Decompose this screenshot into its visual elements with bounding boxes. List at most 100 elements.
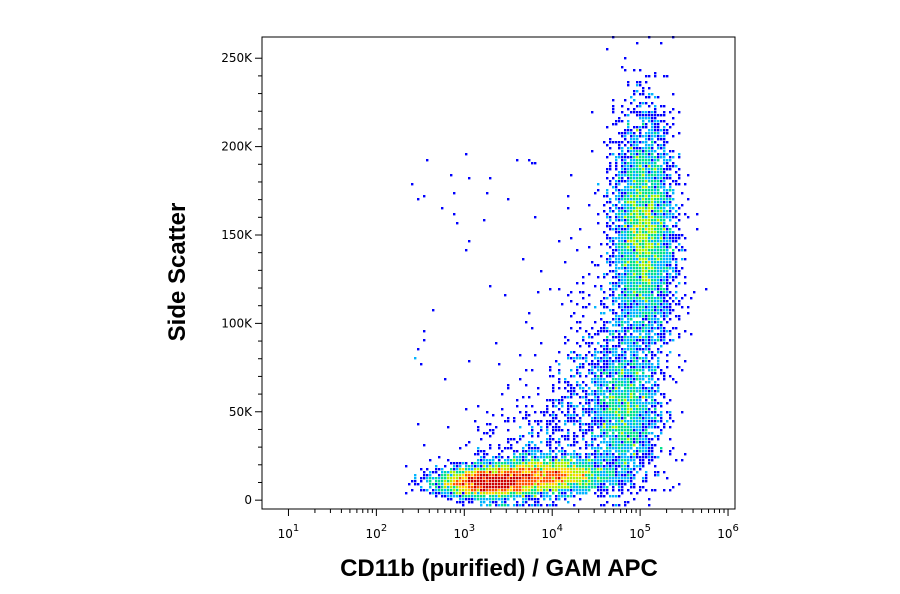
event-dot [588, 414, 591, 417]
event-dot [684, 294, 687, 297]
event-dot [579, 483, 582, 486]
event-dot [456, 477, 459, 480]
event-dot [639, 387, 642, 390]
event-dot [654, 105, 657, 108]
event-dot [450, 495, 453, 498]
event-dot [651, 276, 654, 279]
event-dot [609, 258, 612, 261]
event-dot [666, 237, 669, 240]
event-dot [591, 486, 594, 489]
event-dot [639, 243, 642, 246]
event-dot [600, 384, 603, 387]
event-dot [540, 483, 543, 486]
event-dot [474, 477, 477, 480]
event-dot [615, 180, 618, 183]
event-dot [633, 69, 636, 72]
event-dot [672, 300, 675, 303]
event-dot [630, 414, 633, 417]
event-dot [609, 429, 612, 432]
event-dot [657, 363, 660, 366]
event-dot [477, 480, 480, 483]
event-dot [519, 495, 522, 498]
event-dot [645, 411, 648, 414]
event-dot [639, 276, 642, 279]
event-dot [435, 477, 438, 480]
event-dot [591, 399, 594, 402]
event-dot [504, 468, 507, 471]
event-dot [456, 222, 459, 225]
event-dot [669, 165, 672, 168]
event-dot [489, 468, 492, 471]
event-dot [498, 498, 501, 501]
event-dot [624, 252, 627, 255]
event-dot [612, 99, 615, 102]
event-dot [582, 477, 585, 480]
event-dot [525, 465, 528, 468]
event-dot [612, 378, 615, 381]
event-dot [525, 468, 528, 471]
y-tick-label: 200K [221, 140, 253, 154]
event-dot [543, 456, 546, 459]
event-dot [501, 480, 504, 483]
event-dot [570, 444, 573, 447]
event-dot [621, 261, 624, 264]
event-dot [567, 462, 570, 465]
event-dot [612, 345, 615, 348]
event-dot [495, 498, 498, 501]
event-dot [648, 366, 651, 369]
event-dot [603, 330, 606, 333]
event-dot [630, 417, 633, 420]
event-dot [636, 174, 639, 177]
event-dot [648, 324, 651, 327]
event-dot [498, 489, 501, 492]
event-dot [669, 303, 672, 306]
event-dot [645, 354, 648, 357]
event-dot [474, 495, 477, 498]
event-dot [609, 216, 612, 219]
event-dot [489, 459, 492, 462]
event-dot [672, 378, 675, 381]
event-dot [624, 369, 627, 372]
event-dot [546, 453, 549, 456]
event-dot [519, 459, 522, 462]
event-dot [498, 486, 501, 489]
event-dot [669, 426, 672, 429]
event-dot [660, 402, 663, 405]
event-dot [573, 474, 576, 477]
event-dot [612, 348, 615, 351]
event-dot [459, 486, 462, 489]
event-dot [522, 477, 525, 480]
event-dot [615, 441, 618, 444]
event-dot [645, 291, 648, 294]
event-dot [666, 213, 669, 216]
event-dot [621, 300, 624, 303]
event-dot [615, 198, 618, 201]
event-dot [684, 249, 687, 252]
event-dot [642, 303, 645, 306]
event-dot [516, 471, 519, 474]
event-dot [576, 489, 579, 492]
event-dot [573, 423, 576, 426]
event-dot [669, 330, 672, 333]
event-dot [648, 288, 651, 291]
event-dot [624, 294, 627, 297]
event-dot [507, 483, 510, 486]
event-dot [564, 468, 567, 471]
event-dot [663, 147, 666, 150]
event-dot [597, 381, 600, 384]
event-dot [639, 312, 642, 315]
event-dot [486, 465, 489, 468]
event-dot [606, 408, 609, 411]
event-dot [612, 483, 615, 486]
event-dot [627, 501, 630, 504]
event-dot [639, 468, 642, 471]
event-dot [663, 336, 666, 339]
event-dot [501, 465, 504, 468]
event-dot [603, 429, 606, 432]
event-dot [654, 426, 657, 429]
event-dot [669, 207, 672, 210]
event-dot [609, 261, 612, 264]
event-dot [675, 171, 678, 174]
event-dot [654, 297, 657, 300]
event-dot [471, 465, 474, 468]
